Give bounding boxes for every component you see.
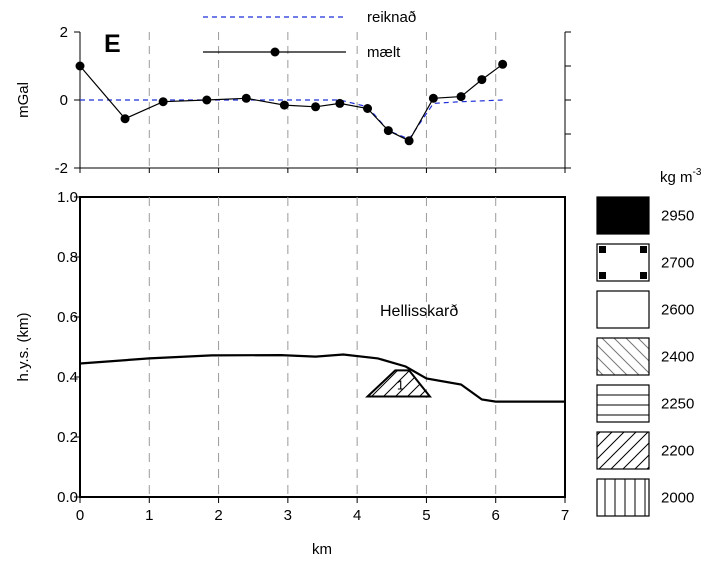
density-body-label: 1	[397, 377, 404, 392]
density-value-2700: 2700	[661, 255, 694, 272]
density-value-2950: 2950	[661, 208, 694, 225]
profile-x-tick-label: 6	[492, 507, 500, 524]
density-swatch-2400	[596, 337, 650, 376]
measured-point	[202, 95, 212, 105]
density-value-2000: 2000	[661, 490, 694, 507]
profile-x-tick-label: 1	[145, 507, 153, 524]
profile-y-tick-label: 0.8	[57, 249, 78, 266]
profile-x-tick-label: 0	[76, 507, 84, 524]
density-swatch-square	[599, 272, 606, 279]
density-swatch-2200	[596, 431, 650, 470]
measured-point	[311, 102, 321, 112]
density-swatch-square	[599, 246, 606, 253]
profile-x-tick-label: 4	[353, 507, 361, 524]
gravity-anomaly-panel: 2 0 -2 mGal E reiknað mælt	[15, 9, 571, 177]
measured-point	[335, 98, 345, 108]
top-y-axis-label: mGal	[15, 82, 32, 118]
profile-x-axis-label: km	[312, 541, 332, 558]
legend-measured-label: mælt	[367, 44, 401, 61]
density-value-2200: 2200	[661, 443, 694, 460]
top-ticks	[74, 31, 571, 173]
density-swatch-square	[640, 246, 647, 253]
profile-y-tick-label: 0.6	[57, 309, 78, 326]
measured-point	[363, 104, 373, 113]
density-swatch-2000	[596, 478, 650, 517]
measured-point	[404, 136, 414, 146]
density-value-2600: 2600	[661, 302, 694, 319]
top-grid	[148, 32, 497, 168]
profile-y-tick-label: 0.4	[57, 369, 78, 386]
measured-point	[241, 93, 251, 103]
density-body	[365, 369, 432, 398]
profile-ticks	[74, 196, 566, 503]
profile-y-axis-label: h.y.s. (km)	[15, 313, 32, 382]
measured-point	[477, 75, 487, 85]
measured-point	[120, 114, 130, 124]
profile-frame	[79, 196, 566, 498]
density-value-2250: 2250	[661, 396, 694, 413]
gravity-series	[75, 59, 508, 146]
measured-point	[383, 126, 393, 136]
profile-x-tick-label: 2	[214, 507, 222, 524]
profile-y-tick-labels: 0.0 0.2 0.4 0.6 0.8 1.0	[57, 189, 78, 506]
measured-point	[498, 59, 508, 69]
profile-x-tick-label: 7	[561, 507, 569, 524]
density-swatch-2950	[596, 196, 650, 235]
density-value-2400: 2400	[661, 349, 694, 366]
profile-y-tick-label: 1.0	[57, 189, 78, 206]
measured-point	[75, 61, 85, 71]
profile-x-tick-label: 3	[284, 507, 292, 524]
profile-x-tick-labels: 0 1 2 3 4 5 6 7	[76, 507, 569, 524]
legend: reiknað mælt	[203, 9, 416, 61]
top-tick-labels: 2 0 -2	[55, 24, 68, 177]
measured-point	[279, 100, 289, 110]
profile-y-tick-label: 0.2	[57, 429, 78, 446]
density-swatch-2600	[596, 290, 650, 329]
measured-point	[158, 97, 168, 107]
density-bodies: 1	[365, 369, 432, 398]
density-legend: kg m-3 2950 2700 2600 2400 2250 2200 2000	[596, 167, 702, 517]
panel-label: E	[104, 30, 121, 58]
profile-y-tick-label: 0.0	[57, 489, 78, 506]
legend-computed-label: reiknað	[367, 9, 416, 26]
topography-line	[79, 353, 565, 403]
profile-grid	[148, 197, 497, 497]
top-y-tick-label: -2	[55, 160, 68, 177]
density-unit: kg m-3	[660, 167, 702, 186]
density-swatch-2250	[596, 384, 650, 423]
density-swatch-square	[640, 272, 647, 279]
measured-point	[428, 93, 438, 103]
measured-point	[456, 92, 466, 102]
top-y-tick-label: 2	[60, 24, 68, 41]
location-annotation: Hellisskarð	[380, 303, 458, 320]
profile-x-tick-label: 5	[422, 507, 430, 524]
legend-measured-marker	[270, 47, 280, 57]
top-y-tick-label: 0	[60, 92, 68, 109]
